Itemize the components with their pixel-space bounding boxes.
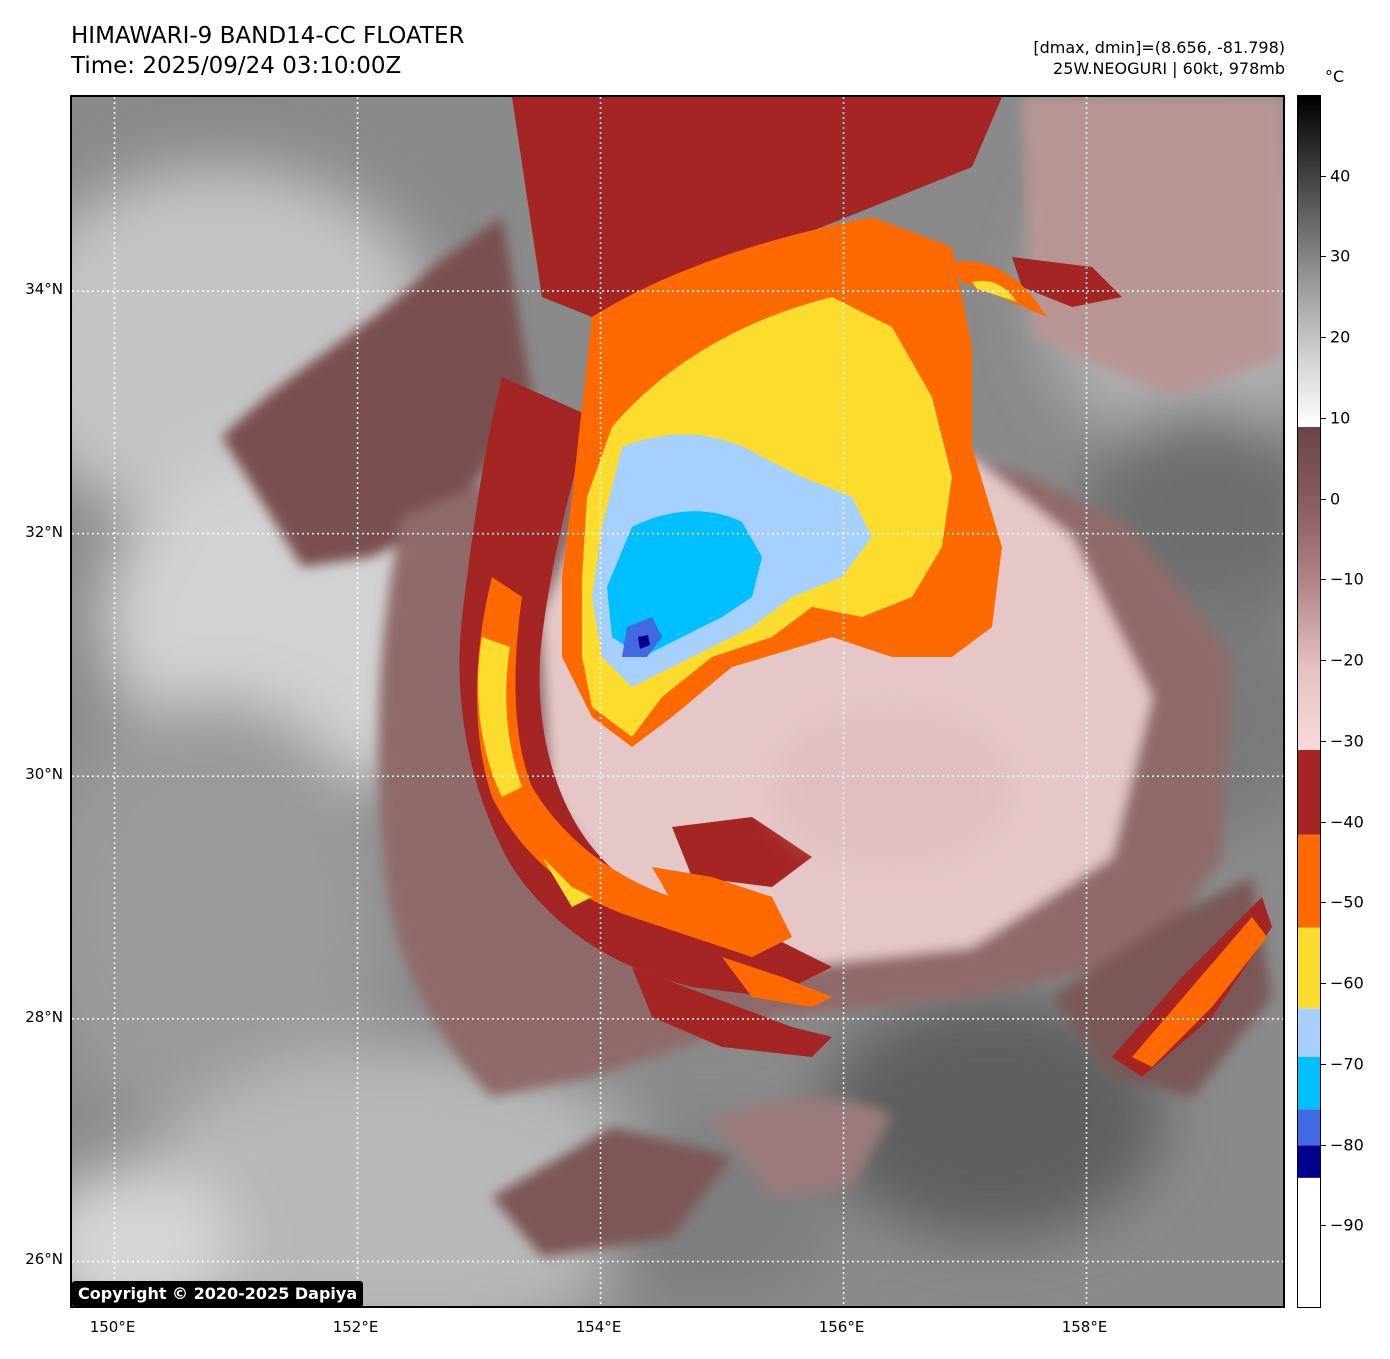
storm-info: 25W.NEOGURI | 60kt, 978mb	[1053, 59, 1285, 78]
satellite-map[interactable]	[70, 95, 1285, 1308]
latitude-label: 26°N	[25, 1250, 63, 1269]
colorbar-gradient-segment	[1298, 96, 1320, 428]
colorbar-tick-mark	[1321, 175, 1326, 177]
colorbar-tick-label: 0	[1330, 489, 1341, 509]
colorbar-band	[1298, 834, 1320, 928]
longitude-label: 152°E	[332, 1318, 379, 1336]
colorbar-band	[1298, 1145, 1320, 1178]
colorbar-tick-label: −30	[1330, 731, 1364, 751]
colorbar-band	[1298, 1008, 1320, 1057]
chart-title: HIMAWARI-9 BAND14-CC FLOATER	[71, 23, 465, 49]
copyright-notice: Copyright © 2020-2025 Dapiya	[72, 1281, 364, 1307]
colorbar-tick-label: −70	[1330, 1054, 1364, 1074]
timestamp: Time: 2025/09/24 03:10:00Z	[71, 53, 402, 79]
colorbar	[1297, 95, 1321, 1308]
colorbar-tick-mark	[1321, 983, 1326, 985]
colorbar-tick-label: −90	[1330, 1215, 1364, 1235]
colorbar-tick-label: −60	[1330, 973, 1364, 993]
satellite-imagery	[72, 97, 1283, 1306]
convection-core	[622, 617, 662, 657]
colorbar-tick-label: 30	[1330, 246, 1351, 266]
colorbar-tick-label: −40	[1330, 812, 1364, 832]
colorbar-tick-mark	[1321, 740, 1326, 742]
colorbar-tick-label: −10	[1330, 569, 1364, 589]
longitude-label: 154°E	[575, 1318, 622, 1336]
spiral-texture	[772, 707, 1012, 867]
colorbar-band	[1298, 1177, 1320, 1307]
colorbar-band	[1298, 1109, 1320, 1146]
colorbar-band	[1298, 927, 1320, 1009]
longitude-label: 156°E	[818, 1318, 865, 1336]
latitude-label: 28°N	[25, 1007, 63, 1026]
colorbar-unit: °C	[1325, 67, 1345, 86]
colorbar-tick-mark	[1321, 337, 1326, 339]
latitude-label: 30°N	[25, 765, 63, 784]
colorbar-tick-label: 10	[1330, 408, 1351, 428]
colorbar-tick-mark	[1321, 579, 1326, 581]
colorbar-tick-label: −80	[1330, 1135, 1364, 1155]
colorbar-band	[1298, 1056, 1320, 1110]
colorbar-tick-mark	[1321, 660, 1326, 662]
colorbar-tick-mark	[1321, 1225, 1326, 1227]
colorbar-gradient-segment	[1298, 427, 1320, 750]
longitude-label: 150°E	[89, 1318, 136, 1336]
colorbar-tick-label: −50	[1330, 892, 1364, 912]
colorbar-tick-mark	[1321, 1144, 1326, 1146]
colorbar-tick-mark	[1321, 902, 1326, 904]
graticule	[72, 97, 1283, 1306]
latitude-label: 32°N	[25, 522, 63, 541]
colorbar-tick-label: 40	[1330, 166, 1351, 186]
colorbar-tick-mark	[1321, 256, 1326, 258]
colorbar-tick-mark	[1321, 1063, 1326, 1065]
latitude-label: 34°N	[25, 280, 63, 299]
colorbar-band	[1298, 749, 1320, 835]
dmax-dmin-readout: [dmax, dmin]=(8.656, -81.798)	[1033, 38, 1285, 57]
longitude-label: 158°E	[1061, 1318, 1108, 1336]
colorbar-tick-label: −20	[1330, 650, 1364, 670]
colorbar-tick-mark	[1321, 498, 1326, 500]
colorbar-tick-label: 20	[1330, 327, 1351, 347]
colorbar-tick-mark	[1321, 821, 1326, 823]
colorbar-tick-mark	[1321, 417, 1326, 419]
